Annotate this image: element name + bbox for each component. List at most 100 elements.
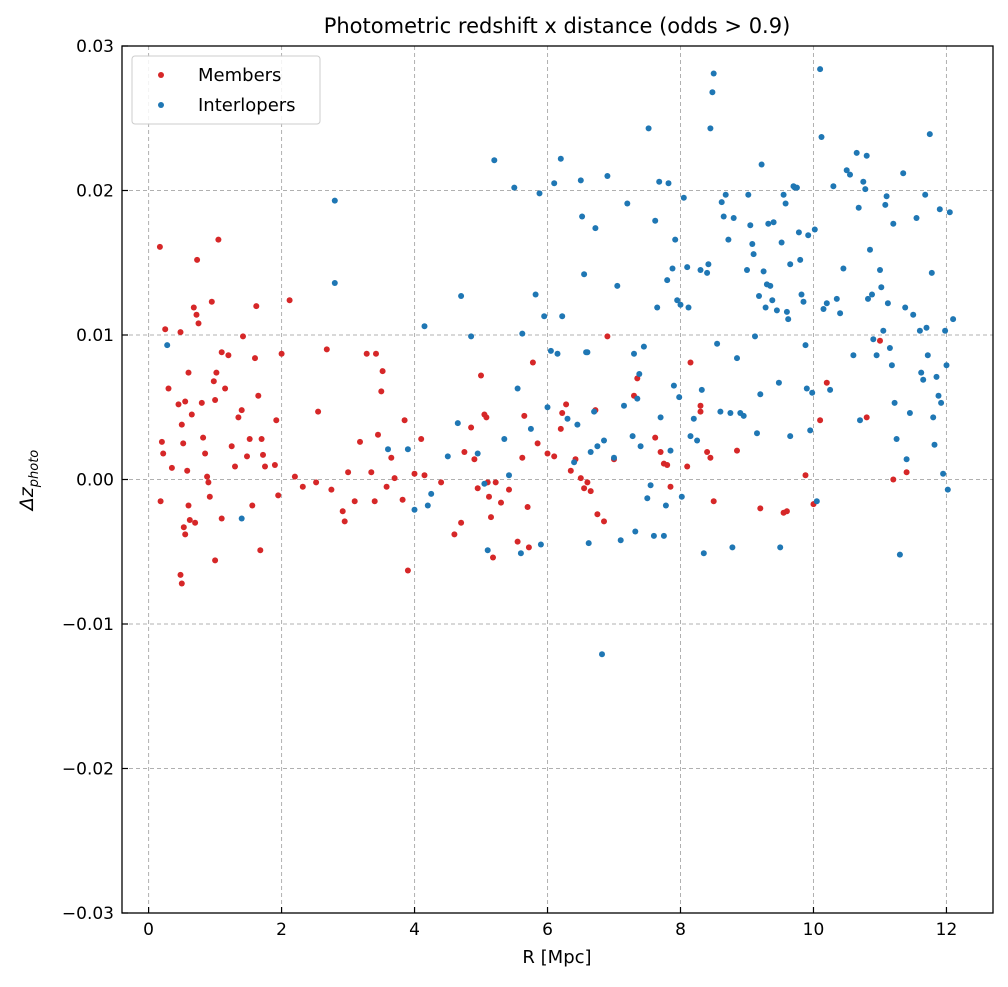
data-point-interlopers — [458, 293, 465, 299]
data-point-interlopers — [591, 408, 598, 415]
data-point-members — [200, 434, 207, 441]
data-point-interlopers — [424, 502, 431, 509]
data-point-members — [684, 463, 691, 470]
data-point-interlopers — [946, 209, 953, 216]
data-point-members — [687, 359, 694, 366]
data-point-interlopers — [931, 441, 938, 448]
y-tick-label: 0.01 — [76, 326, 114, 346]
legend-marker-interlopers — [158, 102, 164, 108]
x-axis-label: R [Mpc] — [522, 947, 591, 968]
data-point-interlopers — [757, 391, 764, 398]
data-point-members — [328, 486, 335, 493]
data-point-interlopers — [802, 342, 809, 349]
data-point-members — [180, 524, 187, 531]
data-point-interlopers — [930, 414, 937, 421]
data-point-members — [697, 408, 704, 415]
data-point-members — [594, 511, 601, 518]
data-point-interlopers — [843, 167, 850, 174]
data-point-interlopers — [906, 410, 913, 416]
data-point-interlopers — [631, 350, 637, 357]
data-point-members — [474, 485, 481, 492]
data-point-members — [664, 462, 671, 468]
data-point-interlopers — [468, 333, 475, 340]
data-point-interlopers — [803, 385, 810, 392]
data-point-members — [313, 479, 320, 486]
y-tick-label: 0.00 — [76, 471, 114, 491]
y-tick-label: −0.02 — [62, 760, 114, 780]
data-point-members — [506, 486, 512, 493]
data-point-members — [273, 417, 280, 424]
data-point-interlopers — [933, 373, 940, 380]
data-point-interlopers — [511, 184, 518, 191]
data-point-interlopers — [574, 421, 581, 428]
data-point-interlopers — [581, 271, 588, 278]
data-point-interlopers — [411, 506, 418, 513]
data-point-members — [667, 483, 674, 490]
data-point-members — [253, 303, 260, 310]
data-point-interlopers — [579, 213, 586, 220]
data-point-interlopers — [922, 191, 929, 198]
data-point-interlopers — [676, 394, 683, 401]
data-point-interlopers — [547, 347, 554, 354]
data-point-interlopers — [778, 239, 785, 246]
data-point-members — [418, 436, 425, 442]
data-point-members — [193, 311, 200, 318]
data-point-members — [252, 355, 258, 362]
data-point-interlopers — [878, 284, 885, 291]
data-point-members — [238, 407, 245, 414]
data-point-interlopers — [587, 449, 594, 455]
data-point-interlopers — [785, 316, 792, 323]
data-point-members — [707, 454, 714, 461]
data-point-members — [177, 571, 184, 578]
data-point-interlopers — [811, 226, 818, 233]
data-point-interlopers — [918, 369, 925, 376]
data-point-members — [577, 475, 584, 482]
data-point-interlopers — [717, 408, 724, 415]
data-point-interlopers — [614, 282, 621, 289]
data-point-members — [182, 531, 189, 538]
data-point-interlopers — [787, 433, 794, 440]
x-tick-label: 6 — [542, 920, 553, 940]
data-point-members — [215, 236, 222, 243]
data-point-interlopers — [750, 251, 757, 258]
data-point-members — [162, 326, 169, 333]
data-point-interlopers — [592, 225, 599, 232]
data-point-interlopers — [734, 355, 740, 362]
data-point-interlopers — [938, 399, 945, 406]
data-point-members — [461, 449, 468, 455]
data-point-interlopers — [870, 336, 877, 343]
data-point-interlopers — [601, 437, 607, 444]
data-point-interlopers — [869, 291, 875, 298]
data-point-interlopers — [775, 379, 782, 386]
data-point-members — [157, 498, 164, 505]
data-point-members — [341, 518, 348, 525]
data-point-members — [379, 368, 386, 375]
data-point-members — [823, 379, 830, 386]
data-point-members — [529, 359, 536, 366]
data-point-members — [258, 436, 265, 442]
data-point-members — [345, 469, 352, 476]
data-point-interlopers — [454, 420, 461, 427]
data-point-members — [202, 450, 209, 457]
data-point-members — [195, 320, 202, 327]
y-axis-label-subscript: photo — [27, 450, 42, 489]
data-point-interlopers — [798, 291, 805, 298]
data-point-interlopers — [943, 362, 950, 369]
data-point-members — [521, 412, 528, 419]
data-point-interlopers — [660, 532, 667, 539]
data-point-members — [185, 369, 192, 376]
legend-marker-members — [158, 72, 164, 78]
data-point-members — [278, 350, 285, 357]
data-point-interlopers — [421, 323, 428, 330]
data-point-members — [525, 544, 532, 551]
data-point-members — [184, 467, 191, 474]
data-point-interlopers — [950, 316, 957, 323]
y-axis-label-main: Δz — [16, 486, 38, 512]
data-point-members — [168, 464, 175, 471]
data-point-members — [757, 505, 764, 512]
data-point-interlopers — [670, 382, 677, 389]
data-point-interlopers — [754, 430, 760, 437]
data-point-members — [863, 414, 870, 421]
data-point-interlopers — [855, 204, 862, 211]
data-point-interlopers — [705, 261, 712, 268]
